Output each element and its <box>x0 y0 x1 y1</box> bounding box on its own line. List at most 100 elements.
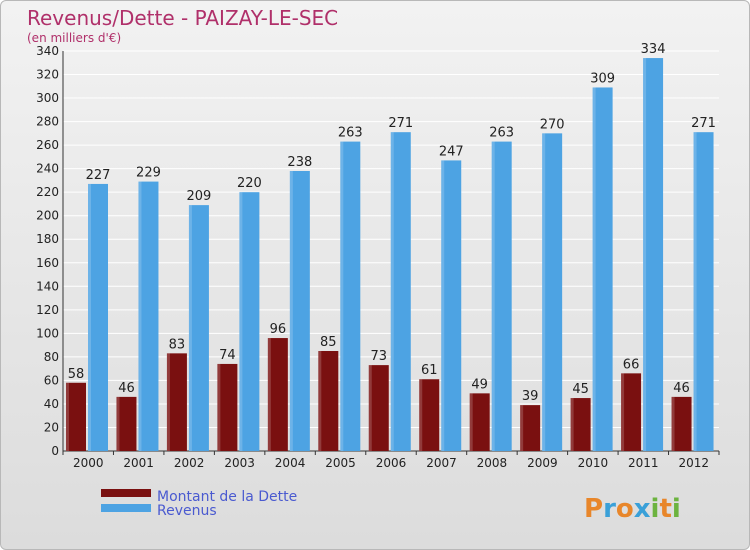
bar-highlight <box>643 58 647 451</box>
x-tick-label: 2010 <box>578 456 609 470</box>
x-tick-label: 2005 <box>325 456 356 470</box>
bar-highlight <box>441 160 445 452</box>
bar-highlight <box>390 132 394 452</box>
y-tick-label: 320 <box>36 68 59 82</box>
value-label-dette: 49 <box>471 377 488 392</box>
value-label-revenus: 271 <box>691 116 716 131</box>
bar-dette <box>419 379 440 451</box>
value-label-revenus: 227 <box>86 168 111 183</box>
logo-text: Proxiti <box>584 494 681 524</box>
y-tick-label: 120 <box>36 303 59 317</box>
bar-revenus <box>340 141 361 451</box>
legend-label-revenus: Revenus <box>157 503 217 519</box>
value-label-dette: 83 <box>169 337 186 352</box>
value-label-dette: 61 <box>421 363 438 378</box>
bar-dette <box>469 393 490 451</box>
logo-letter: x <box>634 494 651 524</box>
bar-highlight <box>318 351 322 451</box>
bar-highlight <box>66 382 69 451</box>
x-tick-label: 2003 <box>224 456 255 470</box>
y-tick-label: 180 <box>36 232 59 246</box>
bar-highlight <box>469 393 473 451</box>
x-tick-label: 2001 <box>123 456 154 470</box>
logo-letter: o <box>616 494 634 524</box>
bar-revenus <box>88 183 108 452</box>
bar-highlight <box>138 181 142 451</box>
y-tick-label: 300 <box>36 91 59 105</box>
y-tick-label: 200 <box>36 209 59 223</box>
y-tick-label: 20 <box>44 420 59 434</box>
y-tick-label: 160 <box>36 256 59 270</box>
y-tick-label: 40 <box>44 397 59 411</box>
bar-highlight <box>570 398 574 451</box>
value-label-dette: 46 <box>118 381 135 396</box>
x-tick-label: 2007 <box>426 456 457 470</box>
bar-revenus <box>592 87 613 452</box>
logo-letter: r <box>603 494 616 524</box>
bar-revenus <box>643 58 664 451</box>
bar-revenus <box>441 160 462 452</box>
bar-highlight <box>542 133 546 451</box>
bar-highlight <box>239 192 243 452</box>
value-label-dette: 74 <box>219 348 236 363</box>
proxiti-logo: Proxiti <box>584 494 681 524</box>
y-tick-label: 60 <box>44 373 59 387</box>
bar-highlight <box>592 87 596 452</box>
legend: Montant de la Dette Revenus <box>101 489 297 519</box>
bar-highlight <box>520 405 524 451</box>
bar-revenus <box>693 132 714 452</box>
bar-highlight <box>88 183 91 452</box>
y-tick-label: 100 <box>36 326 59 340</box>
y-tick-label: 260 <box>36 138 59 152</box>
bar-highlight <box>116 396 120 451</box>
bar-highlight <box>368 365 372 451</box>
bar-revenus <box>289 171 310 451</box>
bar-dette <box>318 351 339 451</box>
logo-letter: i <box>672 494 681 524</box>
bar-highlight <box>671 396 675 451</box>
y-tick-label: 240 <box>36 162 59 176</box>
legend-swatch-revenus <box>101 504 151 512</box>
bar-highlight <box>289 171 293 451</box>
value-label-revenus: 263 <box>489 126 514 141</box>
y-tick-label: 280 <box>36 115 59 129</box>
bar-dette <box>217 363 238 451</box>
value-label-revenus: 220 <box>237 176 262 191</box>
y-tick-label: 220 <box>36 185 59 199</box>
bar-dette <box>621 373 642 451</box>
x-tick-label: 2011 <box>628 456 659 470</box>
bar-revenus <box>542 133 563 451</box>
bar-highlight <box>419 379 423 451</box>
bar-highlight <box>188 205 192 451</box>
x-tick-label: 2004 <box>275 456 306 470</box>
plot-area: 0 20 40 60 80 100 120 140 160 180 200 220 240 260 280 3… <box>36 42 720 470</box>
bar-highlight <box>166 353 170 451</box>
bar-highlight <box>267 338 271 451</box>
bar-revenus <box>390 132 411 452</box>
value-label-dette: 46 <box>673 381 690 396</box>
legend-swatch-dette <box>101 489 151 497</box>
bar-revenus <box>239 192 260 452</box>
logo-letter: P <box>584 494 603 524</box>
value-label-revenus: 270 <box>540 117 565 132</box>
value-label-dette: 39 <box>522 389 539 404</box>
value-label-dette: 66 <box>623 357 640 372</box>
value-label-dette: 96 <box>270 322 287 337</box>
bar-revenus <box>491 141 512 451</box>
bar-highlight <box>693 132 697 452</box>
bar-revenus <box>188 205 209 451</box>
bar-highlight <box>621 373 625 451</box>
bar-dette <box>66 382 86 451</box>
value-label-dette: 85 <box>320 335 337 350</box>
bar-dette <box>267 338 288 451</box>
y-tick-label: 140 <box>36 279 59 293</box>
bar-dette <box>570 398 591 451</box>
x-tick-label: 2012 <box>678 456 709 470</box>
bar-dette <box>116 396 137 451</box>
x-tick-label: 2008 <box>477 456 508 470</box>
value-label-revenus: 238 <box>287 155 312 170</box>
value-label-revenus: 229 <box>136 166 161 181</box>
value-label-dette: 45 <box>572 382 589 397</box>
